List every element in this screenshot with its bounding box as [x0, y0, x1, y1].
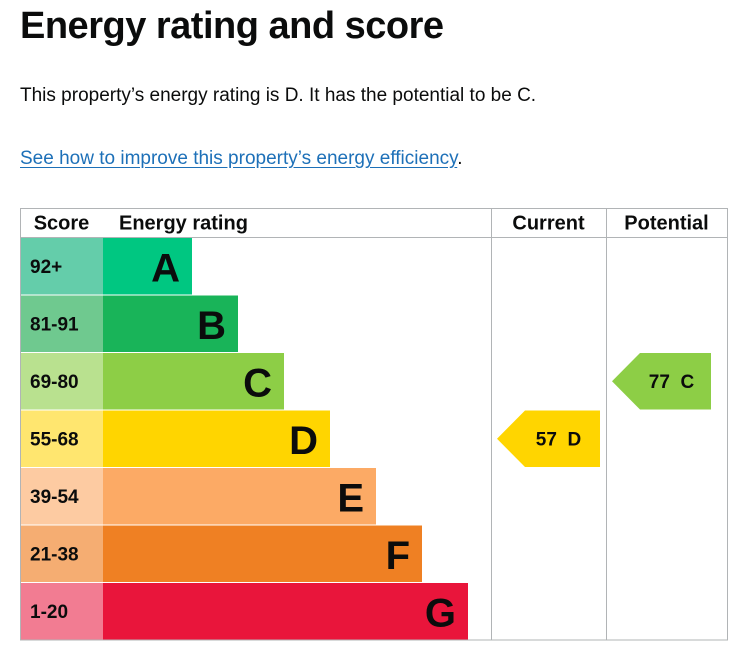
- band-letter-b: B: [197, 304, 226, 348]
- score-range-g: 1-20: [30, 602, 68, 623]
- score-range-f: 21-38: [30, 544, 79, 565]
- potential-rating-label: 77 C: [649, 372, 695, 393]
- band-bar-d: [103, 410, 330, 467]
- score-cell-a: [21, 238, 103, 295]
- score-cell-e: [21, 468, 103, 525]
- score-cell-c: [21, 353, 103, 410]
- score-range-d: 55-68: [30, 429, 79, 450]
- score-range-c: 69-80: [30, 372, 79, 393]
- page-title: Energy rating and score: [20, 5, 444, 47]
- current-rating-label: 57 D: [536, 429, 581, 450]
- band-bar-g: [103, 583, 468, 640]
- improve-link-line: See how to improve this property’s energ…: [20, 147, 463, 171]
- score-cell-g: [21, 583, 103, 640]
- band-letter-c: C: [243, 361, 272, 405]
- link-suffix: .: [457, 148, 463, 169]
- rating-bands: 92+ A 81-91 B 69-80 C 55-68 D 39-54 E 21-38 F 1-20 G: [21, 238, 468, 640]
- chart-border: [20, 208, 728, 641]
- potential-arrow: [612, 353, 711, 410]
- band-bar-e: [103, 468, 376, 525]
- band-bar-b: [103, 295, 238, 352]
- score-cell-f: [21, 525, 103, 582]
- band-letter-e: E: [337, 476, 364, 520]
- header-energy-rating: Energy rating: [119, 213, 248, 235]
- band-letter-g: G: [425, 591, 456, 635]
- band-bar-a: [103, 238, 192, 295]
- band-letter-a: A: [151, 246, 180, 290]
- improve-efficiency-link[interactable]: See how to improve this property’s energ…: [20, 148, 458, 169]
- chart-headers: Score Energy rating Current Potential: [34, 213, 709, 235]
- band-letter-f: F: [386, 534, 410, 578]
- score-range-e: 39-54: [30, 487, 79, 508]
- header-current: Current: [512, 213, 585, 235]
- header-potential: Potential: [624, 213, 708, 235]
- score-range-a: 92+: [30, 257, 62, 278]
- band-bar-f: [103, 525, 422, 582]
- band-bar-c: [103, 353, 284, 410]
- score-cell-b: [21, 295, 103, 352]
- chart-grid: [20, 208, 728, 641]
- header-score: Score: [34, 213, 90, 235]
- current-arrow: [497, 410, 600, 467]
- rating-summary: This property’s energy rating is D. It h…: [20, 85, 537, 106]
- rating-arrows: 57 D 77 C: [497, 353, 711, 467]
- score-range-b: 81-91: [30, 314, 79, 335]
- band-letter-d: D: [289, 419, 318, 463]
- score-cell-d: [21, 410, 103, 467]
